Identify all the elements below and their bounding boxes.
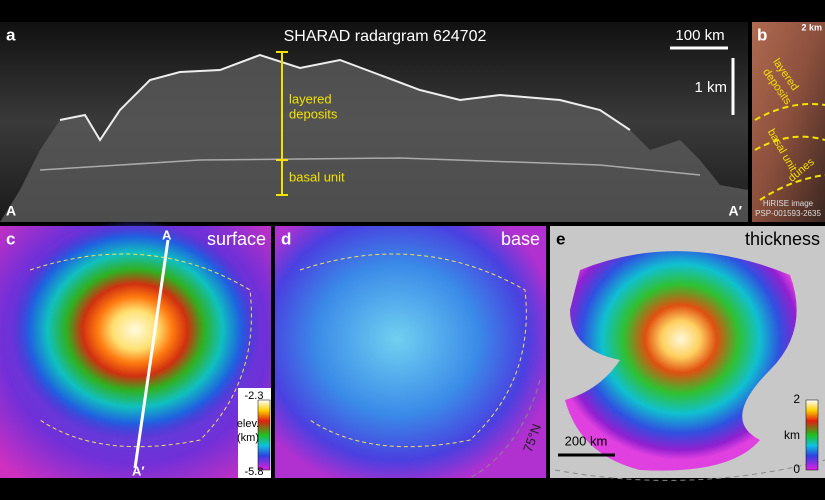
panel-title: SHARAD radargram 624702 [284, 28, 487, 45]
panel-title: thickness [745, 229, 820, 249]
panel-letter: b [757, 25, 767, 44]
annotation: deposits [289, 106, 338, 121]
boundary [754, 103, 825, 201]
surface-echo [59, 53, 631, 142]
colorbar-min: 0 [793, 462, 800, 476]
profile-label: A [162, 227, 172, 242]
panel-title: base [501, 229, 540, 249]
credit: PSP-001593-2635 [755, 209, 821, 218]
scale-label: 200 km [565, 433, 608, 448]
panel-a: a SHARAD radargram 624702 100 km 1 km la… [0, 22, 748, 222]
colorbar-min: -5.8 [245, 466, 264, 478]
panel-letter: e [556, 229, 565, 248]
colorbar-max: -2.3 [245, 390, 264, 402]
latitude-circle [554, 459, 825, 481]
annotation: basal unit [289, 169, 345, 184]
boundary [299, 253, 527, 448]
scale-label: 100 km [675, 27, 724, 44]
colorbar [257, 399, 271, 471]
credit: HiRISE image [763, 199, 814, 208]
colorbar-max: 2 [793, 392, 800, 406]
elevation-dome [10, 220, 260, 440]
panel-d: d base 75°N [275, 226, 546, 479]
profile-label: A′ [729, 203, 743, 219]
panel-letter: c [6, 229, 15, 248]
ice-deposit [0, 55, 748, 222]
profile-label: A [6, 203, 16, 219]
latitude-circle [469, 379, 541, 479]
scale-label: 2 km [801, 22, 822, 32]
colorbar-label: (km) [237, 432, 259, 444]
base-map [275, 226, 546, 478]
panel-letter: d [281, 229, 291, 248]
boundary [29, 253, 252, 448]
hirise-image [752, 22, 825, 222]
colorbar [805, 399, 819, 471]
colorbar-label: elev. [237, 418, 259, 430]
panel-b: b 2 km layered deposits basal unit dunes… [752, 22, 825, 222]
annotation: layered [289, 91, 332, 106]
basal-echo [39, 157, 701, 176]
panel-c: c surface A A′ -2.3 elev. (km) -5.8 [0, 220, 271, 478]
scale-label: 1 km [694, 79, 727, 96]
panel-e: e thickness 200 km 2 km 0 [550, 226, 825, 481]
colorbar-label: km [784, 428, 800, 442]
profile-label: A′ [132, 463, 145, 478]
panel-letter: a [6, 25, 16, 44]
thickness-deposit [565, 251, 797, 471]
profile-line [133, 239, 170, 469]
panel-title: surface [207, 229, 266, 249]
